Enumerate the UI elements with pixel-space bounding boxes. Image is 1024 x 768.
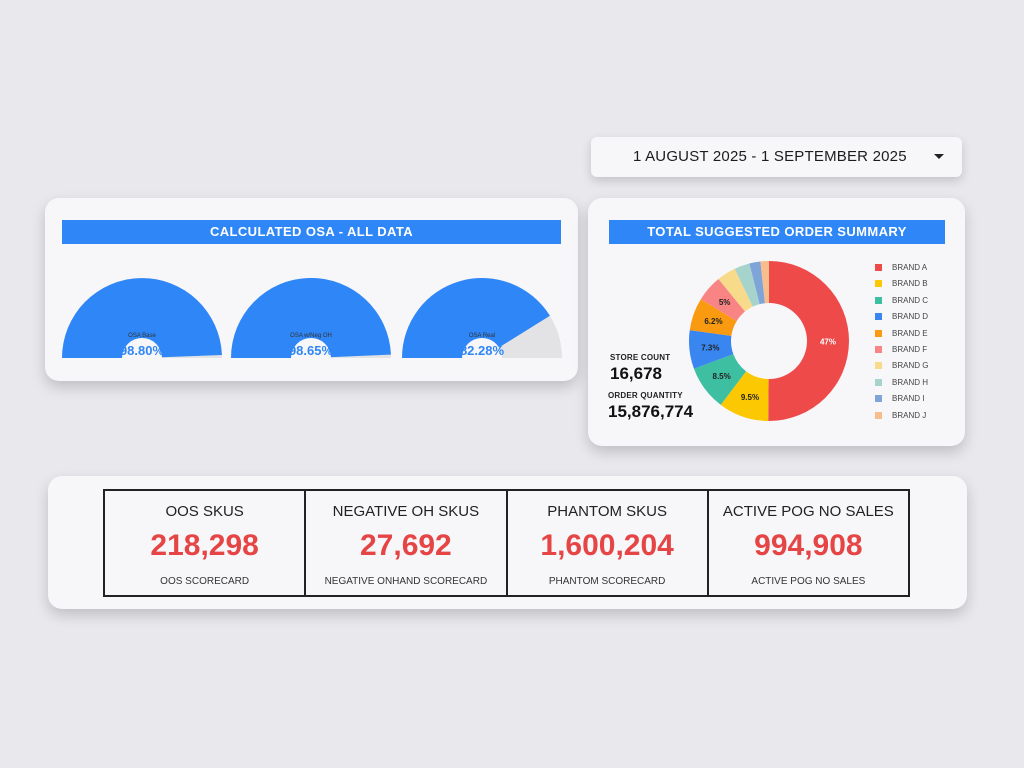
osa-card-title: CALCULATED OSA - ALL DATA (62, 220, 561, 244)
store-count-label: STORE COUNT (610, 353, 671, 362)
osa-neg-oh-gauge (231, 278, 391, 360)
scorecard-value: 994,908 (754, 529, 863, 562)
scorecard-caption: ACTIVE POG NO SALES (751, 576, 866, 587)
gauge-label-osa-neg-oh: OSA w/Neg OH (290, 333, 332, 339)
scorecard-value: 218,298 (150, 529, 259, 562)
scorecard-value: 1,600,204 (540, 529, 674, 562)
legend-swatch (875, 313, 882, 321)
scorecard-phantom-skus: PHANTOM SKUS 1,600,204 PHANTOM SCORECARD (508, 491, 709, 595)
scorecard-panel: OOS SKUS 218,298 OOS SCORECARD NEGATIVE … (48, 476, 967, 609)
osa-real-gauge (402, 278, 562, 360)
donut-slice-brand-a (768, 261, 849, 421)
legend-label: BRAND I (892, 394, 925, 404)
scorecard-grid: OOS SKUS 218,298 OOS SCORECARD NEGATIVE … (103, 489, 910, 597)
brand-donut-chart: 47% 9.5% 8.5% 7.3% 6.2% 5% (689, 261, 849, 421)
scorecard-title: OOS SKUS (165, 503, 244, 520)
legend-label: BRAND J (892, 410, 927, 420)
legend-swatch (875, 296, 882, 304)
gauge-label-osa-base: OSA Base (128, 333, 156, 339)
order-quantity-label: ORDER QUANTITY (608, 391, 683, 400)
gauge-hub (291, 338, 331, 360)
legend-swatch (875, 362, 882, 370)
gauge-hub (122, 338, 162, 360)
gauge-label-osa-real: OSA Real (468, 333, 496, 339)
order-summary-title: TOTAL SUGGESTED ORDER SUMMARY (609, 220, 945, 244)
legend-swatch (875, 378, 882, 386)
date-range-dropdown[interactable]: 1 AUGUST 2025 - 1 SEPTEMBER 2025 (591, 137, 962, 177)
donut-slice-brand-i (749, 261, 765, 305)
legend-label: BRAND A (892, 263, 928, 272)
gauge-value-osa-neg-oh: 98.65% (288, 343, 334, 358)
donut-label: 9.5% (741, 393, 759, 402)
donut-slice-brand-c (693, 354, 747, 405)
donut-label: 7.3% (701, 343, 719, 352)
legend-label: BRAND H (892, 377, 929, 387)
gauge-value-osa-base: 98.80% (119, 343, 165, 358)
legend-label: BRAND F (892, 345, 928, 354)
osa-base-gauge (62, 278, 222, 360)
donut-slice-brand-h (734, 263, 760, 307)
scorecard-caption: PHANTOM SCORECARD (548, 576, 666, 587)
gauge-value-osa-real: 82.28% (459, 343, 505, 358)
store-count-value: 16,678 (610, 364, 662, 383)
donut-label: 6.2% (704, 317, 722, 326)
donut-slice-brand-g (718, 268, 753, 312)
legend-swatch (875, 411, 882, 419)
date-range-label: 1 AUGUST 2025 - 1 SEPTEMBER 2025 (633, 148, 907, 165)
gauge-fill (62, 278, 222, 358)
legend-swatch (875, 395, 882, 403)
legend-label: BRAND G (892, 361, 929, 371)
legend-label: BRAND C (892, 295, 929, 305)
gauge-hub (462, 338, 502, 360)
donut-label: 8.5% (713, 372, 731, 381)
scorecard-caption: OOS SCORECARD (160, 576, 250, 587)
donut-label: 47% (820, 337, 836, 346)
donut-slice-brand-d (689, 330, 734, 369)
osa-card: CALCULATED OSA - ALL DATA OSA Base 98.80… (45, 198, 578, 381)
donut-slice-brand-f (700, 278, 745, 322)
order-quantity-value: 15,876,774 (608, 402, 694, 421)
order-summary-card: TOTAL SUGGESTED ORDER SUMMARY STORE COUN… (588, 198, 965, 446)
scorecard-value: 27,692 (359, 529, 452, 562)
scorecard-title: NEGATIVE OH SKUS (332, 503, 480, 520)
donut-label: 5% (719, 298, 731, 307)
legend-label: BRAND B (892, 279, 928, 289)
caret-down-icon[interactable] (934, 154, 944, 159)
legend-swatch (875, 280, 882, 288)
scorecard-title: PHANTOM SKUS (547, 503, 667, 520)
scorecard-title: ACTIVE POG NO SALES (722, 503, 894, 520)
legend-label: BRAND E (892, 328, 928, 338)
donut-slice-brand-j (760, 261, 769, 304)
donut-slice-brand-b (720, 371, 769, 421)
scorecard-caption: NEGATIVE ONHAND SCORECARD (324, 576, 488, 587)
legend-swatch (875, 346, 882, 353)
donut-slice-brand-e (689, 299, 737, 336)
gauge-fill (402, 278, 550, 358)
legend-swatch (875, 264, 882, 271)
scorecard-negative-oh-skus: NEGATIVE OH SKUS 27,692 NEGATIVE ONHAND … (306, 491, 508, 595)
gauge-fill (231, 278, 391, 358)
scorecard-oos-skus: OOS SKUS 218,298 OOS SCORECARD (105, 491, 307, 595)
scorecard-active-pog-no-sales: ACTIVE POG NO SALES 994,908 ACTIVE POG N… (709, 491, 908, 595)
legend-label: BRAND D (892, 312, 929, 322)
legend-swatch (875, 329, 882, 337)
